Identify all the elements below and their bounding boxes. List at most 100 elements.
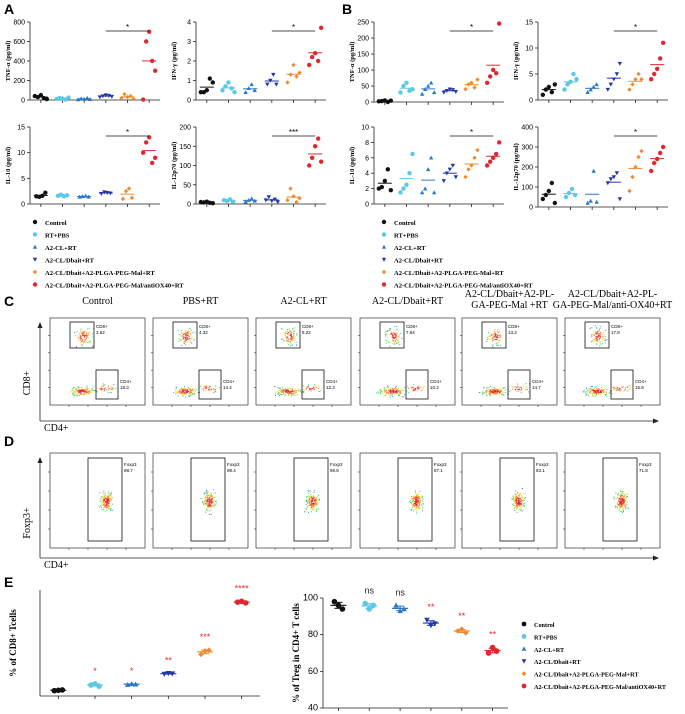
event-dot — [111, 499, 113, 501]
event-dot — [391, 393, 393, 395]
event-dot — [216, 388, 218, 390]
event-dot — [103, 494, 105, 496]
data-point — [594, 82, 599, 87]
event-dot — [86, 392, 88, 394]
event-dot — [397, 339, 399, 341]
event-dot — [279, 393, 281, 395]
event-dot — [614, 387, 616, 389]
event-dot — [102, 500, 104, 502]
event-dot — [185, 329, 187, 331]
event-dot — [281, 386, 283, 388]
event-dot — [518, 497, 520, 499]
event-dot — [191, 389, 193, 391]
event-dot — [80, 338, 82, 340]
event-dot — [213, 503, 215, 505]
event-dot — [206, 500, 208, 502]
event-dot — [391, 388, 393, 390]
event-dot — [422, 507, 424, 509]
event-dot — [415, 389, 417, 391]
data-point — [271, 72, 276, 77]
data-point — [78, 96, 84, 101]
event-dot — [300, 392, 302, 394]
y-axis-label: IL-12p70 (pg/ml) — [171, 142, 178, 190]
event-dot — [87, 332, 89, 334]
event-dot — [287, 393, 289, 395]
event-dot — [615, 389, 617, 391]
event-dot — [192, 389, 194, 391]
event-dot — [106, 509, 108, 511]
event-dot — [593, 335, 595, 337]
event-dot — [497, 331, 499, 333]
event-dot — [181, 388, 183, 390]
event-dot — [315, 503, 317, 505]
event-dot — [86, 334, 88, 336]
event-dot — [86, 391, 88, 393]
data-point — [521, 646, 527, 651]
event-dot — [281, 393, 283, 395]
event-dot — [413, 387, 415, 389]
event-dot — [493, 330, 495, 332]
event-dot — [88, 392, 90, 394]
event-dot — [91, 336, 93, 338]
event-dot — [515, 498, 517, 500]
event-dot — [620, 511, 622, 513]
event-dot — [310, 500, 312, 502]
event-dot — [191, 392, 193, 394]
event-dot — [595, 339, 597, 341]
event-dot — [203, 388, 205, 390]
event-dot — [108, 503, 110, 505]
event-dot — [518, 502, 520, 504]
event-dot — [418, 385, 420, 387]
event-dot — [386, 333, 388, 335]
event-dot — [591, 334, 593, 336]
data-point — [122, 91, 127, 97]
y-tick-label: 6 — [365, 155, 369, 162]
event-dot — [407, 387, 409, 389]
legend-entry: A2-CL/Dbait+A2-PLGA-PEG-Mal+RT — [534, 672, 639, 679]
event-dot — [215, 504, 217, 506]
event-dot — [395, 333, 397, 335]
event-dot — [518, 498, 520, 500]
event-dot — [193, 392, 195, 394]
event-dot — [315, 497, 317, 499]
event-dot — [399, 393, 401, 395]
event-dot — [314, 504, 316, 506]
event-dot — [414, 503, 416, 505]
event-dot — [517, 505, 519, 507]
event-dot — [187, 388, 189, 390]
event-dot — [76, 390, 78, 392]
event-dot — [204, 495, 206, 497]
event-dot — [525, 386, 527, 388]
event-dot — [82, 393, 84, 395]
event-dot — [625, 386, 627, 388]
data-point — [627, 87, 632, 92]
event-dot — [494, 391, 496, 393]
event-dot — [493, 331, 495, 333]
event-dot — [625, 388, 627, 390]
event-dot — [495, 343, 497, 345]
y-axis-label-c: CD8+ — [22, 370, 33, 395]
event-dot — [596, 339, 598, 341]
event-dot — [103, 499, 105, 501]
event-dot — [200, 385, 202, 387]
event-dot — [81, 344, 83, 346]
event-dot — [594, 392, 596, 394]
event-dot — [187, 391, 189, 393]
event-dot — [186, 335, 188, 337]
event-dot — [394, 340, 396, 342]
event-dot — [110, 510, 112, 512]
y-tick-label: 0 — [529, 98, 533, 105]
event-dot — [208, 501, 210, 503]
event-dot — [104, 390, 106, 392]
event-dot — [619, 496, 621, 498]
event-dot — [282, 339, 284, 341]
event-dot — [215, 385, 217, 387]
event-dot — [498, 390, 500, 392]
event-dot — [482, 393, 484, 395]
event-dot — [413, 389, 415, 391]
event-dot — [205, 502, 207, 504]
